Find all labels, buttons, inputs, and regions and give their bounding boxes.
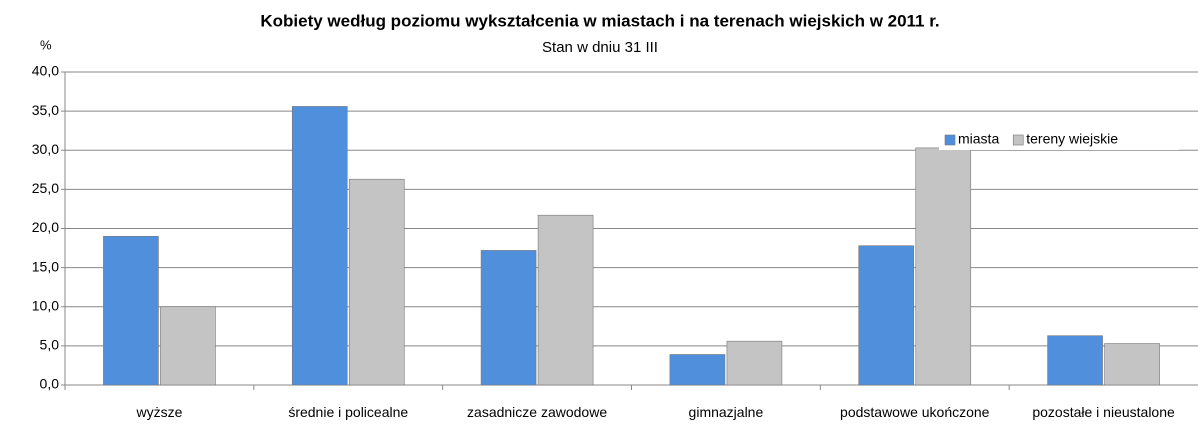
bar [537, 214, 594, 386]
y-tick-label: 40,0 [32, 63, 59, 79]
bar [348, 178, 405, 386]
legend-label: tereny wiejskie [1026, 131, 1118, 147]
x-tick-label: pozostałe i nieustalone [1032, 404, 1175, 420]
chart-subtitle: Stan w dniu 31 III [542, 39, 658, 56]
y-tick-label: 0,0 [40, 376, 60, 392]
x-tick-label: podstawowe ukończone [840, 404, 990, 420]
bar [1047, 335, 1103, 386]
x-tick-label: gimnazjalne [688, 404, 764, 420]
y-tick-label: 5,0 [40, 337, 60, 353]
bar [480, 250, 537, 386]
x-tick-label: zasadnicze zawodowe [467, 404, 608, 420]
y-tick-label: 20,0 [32, 219, 59, 235]
legend-label: miasta [958, 131, 999, 147]
y-tick-label: 35,0 [32, 102, 59, 118]
bar [726, 340, 783, 386]
y-unit: % [40, 37, 52, 52]
y-tick-label: 10,0 [32, 297, 59, 313]
bar [291, 106, 348, 386]
x-tick-label: wyższe [136, 404, 183, 420]
legend-swatch [1012, 134, 1024, 146]
chart-title: Kobiety według poziomu wykształcenia w m… [260, 11, 939, 30]
x-tick-label: średnie i policealne [288, 404, 409, 420]
y-tick-label: 25,0 [32, 180, 59, 196]
bar [915, 147, 972, 386]
legend-bg [939, 130, 1179, 150]
bar [669, 354, 726, 386]
bar [103, 236, 159, 386]
y-tick-label: 15,0 [32, 258, 59, 274]
bar [160, 306, 216, 386]
legend-swatch [944, 134, 956, 146]
bar [858, 245, 915, 386]
bar [1104, 343, 1160, 386]
y-tick-label: 30,0 [32, 141, 59, 157]
